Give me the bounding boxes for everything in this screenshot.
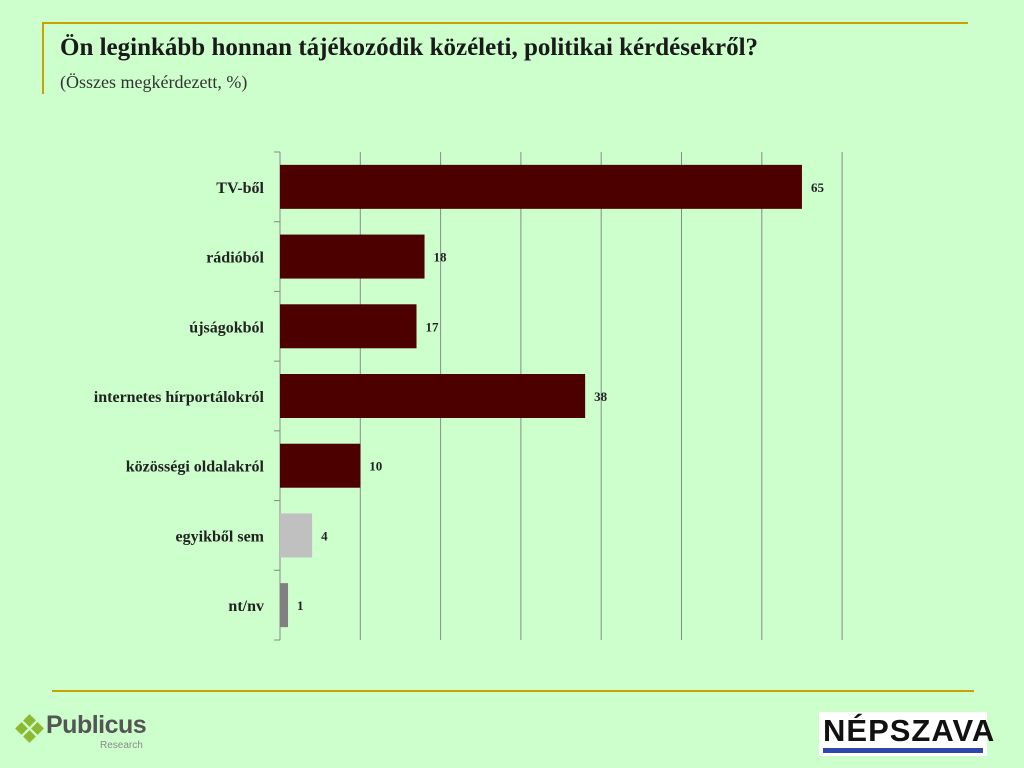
bar xyxy=(280,304,417,349)
publicus-logo-name: Publicus xyxy=(46,711,147,739)
bar xyxy=(280,234,425,279)
data-label: 4 xyxy=(321,528,328,543)
data-label: 38 xyxy=(594,389,608,404)
category-label: egyikből sem xyxy=(176,528,265,545)
data-label: 65 xyxy=(811,180,825,195)
nepszava-logo-strip xyxy=(823,748,983,753)
publicus-logo-sub: Research xyxy=(100,740,143,751)
bar xyxy=(280,513,313,558)
category-label: újságokból xyxy=(189,319,264,336)
bar xyxy=(280,583,289,628)
bar xyxy=(280,443,361,488)
category-label: internetes hírportálokról xyxy=(94,389,265,406)
bar xyxy=(280,374,586,418)
data-label: 10 xyxy=(369,459,382,474)
left-rule xyxy=(42,22,44,94)
bottom-rule xyxy=(52,690,974,692)
category-label: közösségi oldalakról xyxy=(126,459,265,476)
data-label: 17 xyxy=(426,319,440,334)
chart-subtitle: (Összes megkérdezett, %) xyxy=(60,72,248,92)
category-label: TV-ből xyxy=(216,180,264,197)
chart-title: Ön leginkább honnan tájékozódik közéleti… xyxy=(60,34,759,61)
data-label: 1 xyxy=(297,598,304,613)
data-label: 18 xyxy=(434,250,448,265)
nepszava-logo: NÉPSZAVA xyxy=(819,712,994,756)
top-rule xyxy=(42,22,968,24)
publicus-logo: Publicus Research xyxy=(14,711,154,757)
publicus-diamond-icon xyxy=(15,714,44,743)
nepszava-logo-name: NÉPSZAVA xyxy=(823,713,996,748)
bar xyxy=(280,164,802,209)
category-label: rádióból xyxy=(206,250,264,267)
bar-chart: TV-ből 65 rádióból 18 újságokból 17 internetes… xyxy=(94,151,843,641)
category-label: nt/nv xyxy=(228,598,264,615)
